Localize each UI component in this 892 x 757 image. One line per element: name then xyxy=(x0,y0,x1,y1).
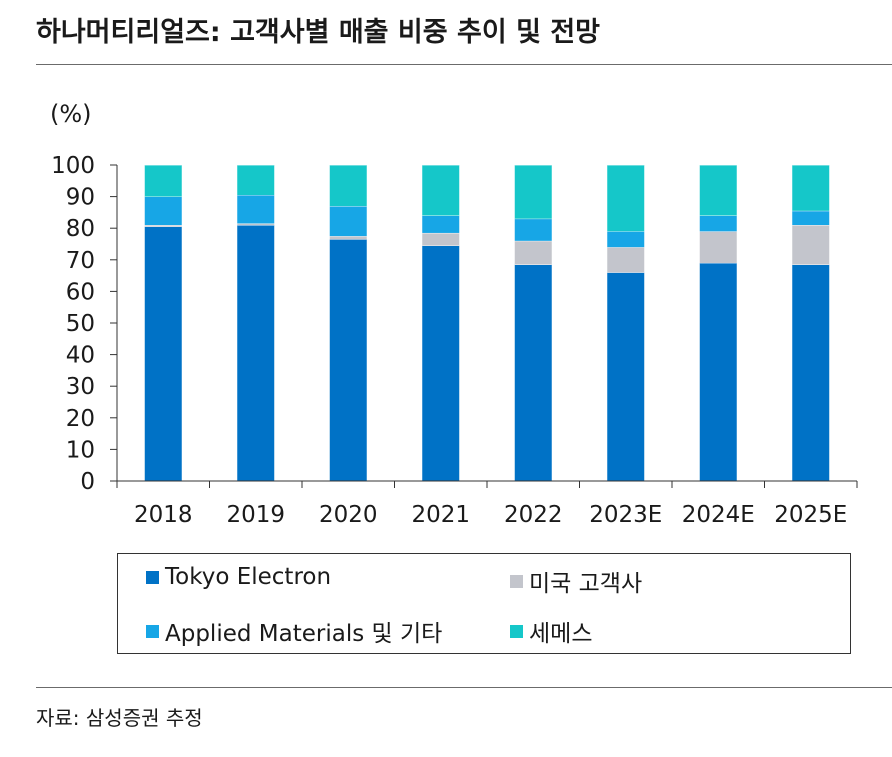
bar-segment-semes xyxy=(329,165,367,207)
bar-segment-applied-materials xyxy=(144,196,182,226)
bar-segment-applied-materials xyxy=(699,215,737,232)
bar-segment-us-customers xyxy=(514,240,552,265)
bar-segment-tokyo-electron xyxy=(514,264,552,481)
bar-segment-tokyo-electron xyxy=(237,225,275,481)
bar-segment-applied-materials xyxy=(422,215,460,233)
y-tick-label: 40 xyxy=(66,343,95,369)
x-tick-label: 2025E xyxy=(774,502,847,528)
bar-segment-tokyo-electron xyxy=(422,245,460,481)
bar-segment-tokyo-electron xyxy=(329,239,367,481)
chart-title: 하나머티리얼즈: 고객사별 매출 비중 추이 및 전망 xyxy=(36,17,600,48)
bar-segment-applied-materials xyxy=(329,206,367,237)
bar-segment-semes xyxy=(607,165,645,232)
y-tick-label: 10 xyxy=(66,437,95,463)
y-tick-label: 60 xyxy=(66,279,95,305)
legend-label-applied-materials: Applied Materials 및 기타 xyxy=(165,621,443,647)
y-tick-label: 20 xyxy=(66,406,95,432)
y-tick-label: 70 xyxy=(66,248,95,274)
x-tick-label: 2022 xyxy=(504,502,563,528)
bar-segment-tokyo-electron xyxy=(699,262,737,481)
y-tick-label: 90 xyxy=(66,185,95,211)
legend-item-semes: 세메스 xyxy=(510,614,592,648)
x-tick-label: 2024E xyxy=(682,502,755,528)
bar-segment-us-customers xyxy=(237,223,275,226)
bar-segment-tokyo-electron xyxy=(144,226,182,481)
x-tick-label: 2020 xyxy=(319,502,378,528)
x-tick-label: 2018 xyxy=(134,502,193,528)
legend-item-us-customers: 미국 고객사 xyxy=(510,564,642,598)
bar-segment-applied-materials xyxy=(237,195,275,224)
bar-segment-us-customers xyxy=(792,225,830,265)
legend-swatch-applied-materials xyxy=(146,624,159,638)
bar-segment-us-customers xyxy=(144,225,182,227)
y-tick-label: 80 xyxy=(66,216,95,242)
bar-segment-us-customers xyxy=(422,232,460,246)
y-tick-label: 50 xyxy=(66,311,95,337)
legend-label-tokyo-electron: Tokyo Electron xyxy=(165,564,332,590)
legend-swatch-semes xyxy=(510,624,523,638)
source-divider xyxy=(36,687,892,688)
bar-segment-applied-materials xyxy=(514,218,552,241)
x-tick-label: 2021 xyxy=(411,502,470,528)
legend-label-semes: 세메스 xyxy=(529,621,593,647)
legend-item-applied-materials: Applied Materials 및 기타 xyxy=(146,614,442,648)
y-tick-label: 0 xyxy=(80,469,95,495)
title-divider xyxy=(36,64,892,65)
y-tick-label: 30 xyxy=(66,374,95,400)
bar-segment-semes xyxy=(144,165,182,197)
legend-swatch-tokyo-electron xyxy=(146,570,159,584)
x-tick-label: 2023E xyxy=(589,502,662,528)
legend: Tokyo Electron 미국 고객사 Applied Materials … xyxy=(117,553,851,654)
bar-segment-us-customers xyxy=(607,247,645,273)
y-unit-label: (%) xyxy=(50,100,92,128)
y-tick-label: 100 xyxy=(51,153,95,179)
bar-segment-us-customers xyxy=(699,231,737,263)
bar-segment-semes xyxy=(422,165,460,216)
bar-segment-us-customers xyxy=(329,236,367,240)
bar-segment-applied-materials xyxy=(607,231,645,248)
stacked-bar-chart: 0 10 20 30 40 50 60 70 80 90 100 2018 2019 2020 2021 20… xyxy=(51,153,858,528)
bar-segment-tokyo-electron xyxy=(607,272,645,481)
bar-segment-tokyo-electron xyxy=(792,264,830,481)
source-note: 자료: 삼성증권 추정 xyxy=(36,706,203,730)
legend-label-us-customers: 미국 고객사 xyxy=(529,571,643,597)
bar-segment-semes xyxy=(792,165,830,211)
bar-segment-semes xyxy=(514,165,552,219)
x-tick-label: 2019 xyxy=(226,502,285,528)
bar-segment-applied-materials xyxy=(792,210,830,226)
legend-item-tokyo-electron: Tokyo Electron xyxy=(146,564,331,590)
bar-segment-semes xyxy=(237,165,275,196)
legend-swatch-us-customers xyxy=(510,574,523,588)
bar-segment-semes xyxy=(699,165,737,216)
